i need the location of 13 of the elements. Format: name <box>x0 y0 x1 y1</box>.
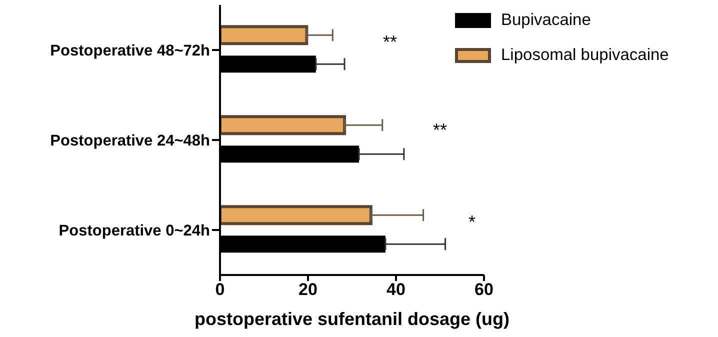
x-tick-label: 40 <box>386 280 406 300</box>
x-tick-label: 60 <box>474 280 494 300</box>
y-tick-label: Postoperative 48~72h <box>50 42 210 60</box>
legend-label: Liposomal bupivacaine <box>501 46 669 65</box>
annotation: * <box>467 212 476 232</box>
annotation: ** <box>382 32 398 52</box>
x-tick-label: 20 <box>298 280 318 300</box>
y-tick-label: Postoperative 0~24h <box>58 222 210 240</box>
y-tick-label: Postoperative 24~48h <box>50 132 210 150</box>
x-tick-label: 0 <box>215 280 225 300</box>
x-axis-title: postoperative sufentanil dosage (ug) <box>194 309 510 329</box>
annotation: ** <box>432 120 448 140</box>
legend-label: Bupivacaine <box>501 11 591 30</box>
